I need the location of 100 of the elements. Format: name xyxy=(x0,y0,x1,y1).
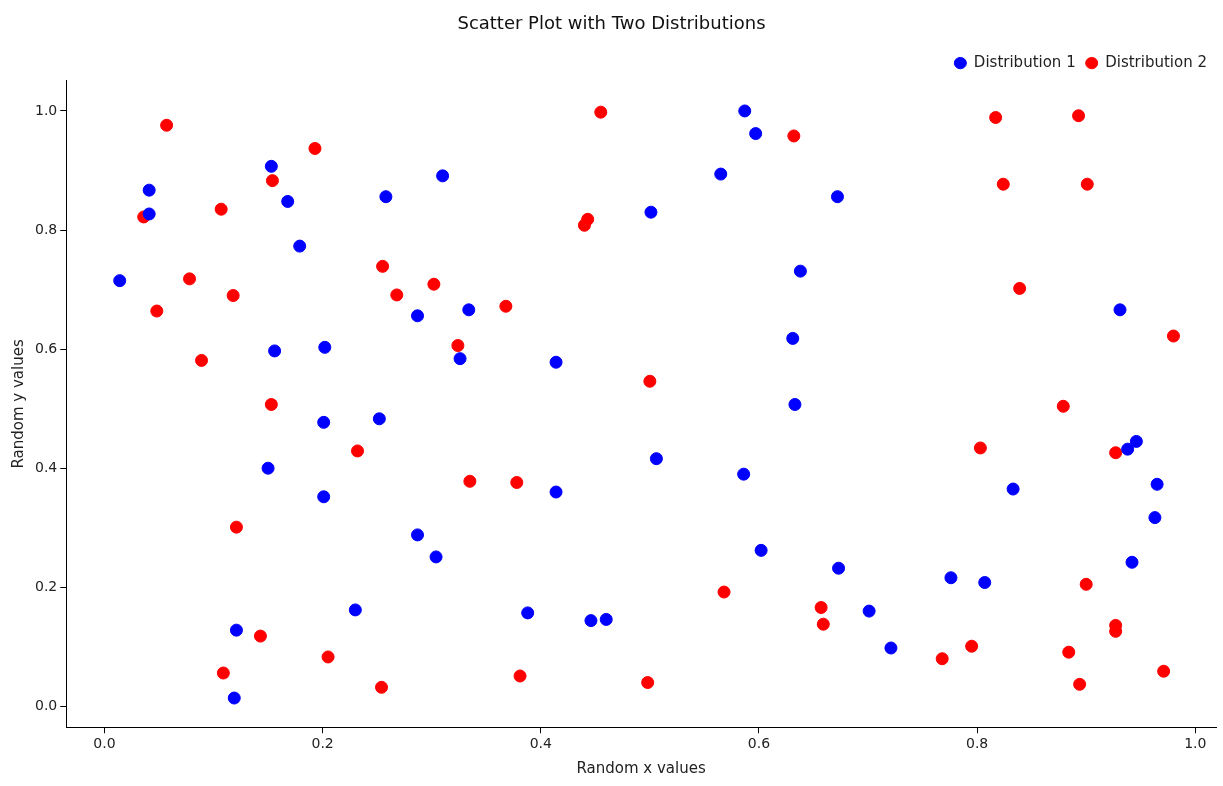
point xyxy=(1150,477,1164,491)
point xyxy=(978,576,992,590)
point xyxy=(641,676,655,690)
point xyxy=(142,183,156,197)
point xyxy=(989,111,1003,125)
point xyxy=(372,412,386,426)
point xyxy=(549,355,563,369)
point xyxy=(293,239,307,253)
point xyxy=(1013,281,1027,295)
point xyxy=(944,571,958,585)
x-axis-title: Random x values xyxy=(576,758,706,777)
point xyxy=(229,520,243,534)
point xyxy=(973,441,987,455)
point xyxy=(411,528,425,542)
point xyxy=(379,190,393,204)
y-tick-label: 1.0 xyxy=(35,101,58,118)
point xyxy=(253,629,267,643)
point xyxy=(786,331,800,345)
point xyxy=(429,550,443,564)
legend-label: Distribution 2 xyxy=(1105,52,1208,71)
point xyxy=(754,543,768,557)
point xyxy=(451,339,465,353)
point xyxy=(788,398,802,411)
point xyxy=(584,614,598,628)
point xyxy=(1129,434,1143,448)
point xyxy=(261,461,275,475)
point xyxy=(884,641,898,655)
point xyxy=(229,623,243,637)
point xyxy=(462,303,476,317)
point xyxy=(862,604,876,618)
point xyxy=(317,490,331,504)
point xyxy=(1157,664,1171,678)
point xyxy=(411,309,425,323)
point xyxy=(265,174,279,188)
point xyxy=(436,169,450,183)
point xyxy=(965,639,979,653)
point xyxy=(216,666,230,680)
point xyxy=(226,289,240,303)
y-tick-label: 0.8 xyxy=(35,220,58,237)
legend-label: Distribution 1 xyxy=(973,52,1076,71)
point xyxy=(183,272,197,286)
point xyxy=(264,159,278,173)
point xyxy=(317,415,331,429)
point xyxy=(308,141,322,155)
point xyxy=(599,612,613,626)
y-axis-title: Random y values xyxy=(8,339,27,469)
point xyxy=(830,190,844,204)
x-tick-label: 0.8 xyxy=(965,735,989,752)
point xyxy=(1079,577,1093,591)
point xyxy=(160,118,174,132)
point xyxy=(150,304,164,318)
point xyxy=(787,129,801,143)
x-tick-label: 0.4 xyxy=(529,735,552,752)
point xyxy=(499,299,513,313)
point xyxy=(935,652,949,666)
y-tick-label: 0.4 xyxy=(35,458,58,475)
point xyxy=(142,207,156,221)
point xyxy=(1006,482,1020,496)
point xyxy=(737,467,751,481)
point xyxy=(1062,645,1076,659)
point xyxy=(749,127,763,141)
point xyxy=(510,475,524,489)
point xyxy=(513,669,527,683)
point xyxy=(738,104,752,118)
point xyxy=(348,603,362,617)
point xyxy=(453,352,467,366)
point xyxy=(996,177,1010,191)
point xyxy=(375,680,389,694)
point xyxy=(427,277,441,291)
point xyxy=(814,601,828,615)
point xyxy=(463,474,477,488)
x-tick-label: 1.0 xyxy=(1184,735,1207,752)
point xyxy=(1125,555,1139,569)
point xyxy=(351,444,365,458)
point xyxy=(793,264,807,278)
y-tick-label: 0.6 xyxy=(35,339,58,356)
point xyxy=(816,617,830,631)
point xyxy=(1166,329,1180,343)
point xyxy=(643,374,657,388)
chart-title: Scatter Plot with Two Distributions xyxy=(457,12,766,34)
point xyxy=(1056,399,1070,413)
point xyxy=(390,288,404,302)
x-tick-label: 0.2 xyxy=(311,735,334,752)
point xyxy=(714,167,728,181)
point xyxy=(644,205,658,219)
point xyxy=(268,344,282,358)
point xyxy=(195,353,209,367)
point xyxy=(594,105,608,119)
point xyxy=(376,259,390,273)
point xyxy=(227,691,241,705)
point xyxy=(1121,442,1135,456)
point xyxy=(321,650,335,664)
point xyxy=(281,194,295,208)
point xyxy=(113,274,127,288)
point xyxy=(649,452,663,466)
y-tick-label: 0.2 xyxy=(35,577,58,594)
point xyxy=(264,398,278,411)
point xyxy=(1080,177,1094,191)
point xyxy=(1072,109,1086,123)
point xyxy=(1109,446,1123,460)
